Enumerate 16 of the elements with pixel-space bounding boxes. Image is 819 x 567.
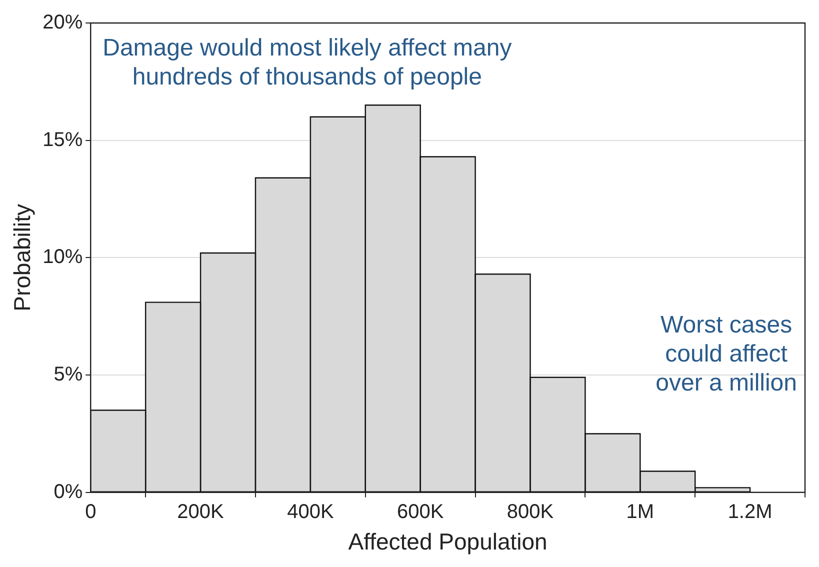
x-tick-label: 400K [287,500,334,523]
y-tick-label: 5% [54,364,83,386]
annotation: Worst cases could affect over a million [656,312,797,397]
x-tick-label: 0 [85,500,96,523]
y-tick-label: 20% [42,12,83,34]
y-axis-title: Probability [9,204,36,312]
y-tick-label: 15% [42,128,83,151]
x-tick-label: 1M [626,500,654,523]
annotation: Damage would most likely affect many hundreds of thousands of people [102,34,512,91]
x-axis-title: Affected Population [348,528,548,555]
x-tick-label: 1.2M [728,500,772,523]
y-tick-label: 10% [42,246,83,268]
x-tick-label: 800K [506,500,554,523]
x-tick-label: 600K [396,500,444,523]
y-tick-label: 0% [54,480,83,503]
x-tick-label: 200K [177,500,225,523]
